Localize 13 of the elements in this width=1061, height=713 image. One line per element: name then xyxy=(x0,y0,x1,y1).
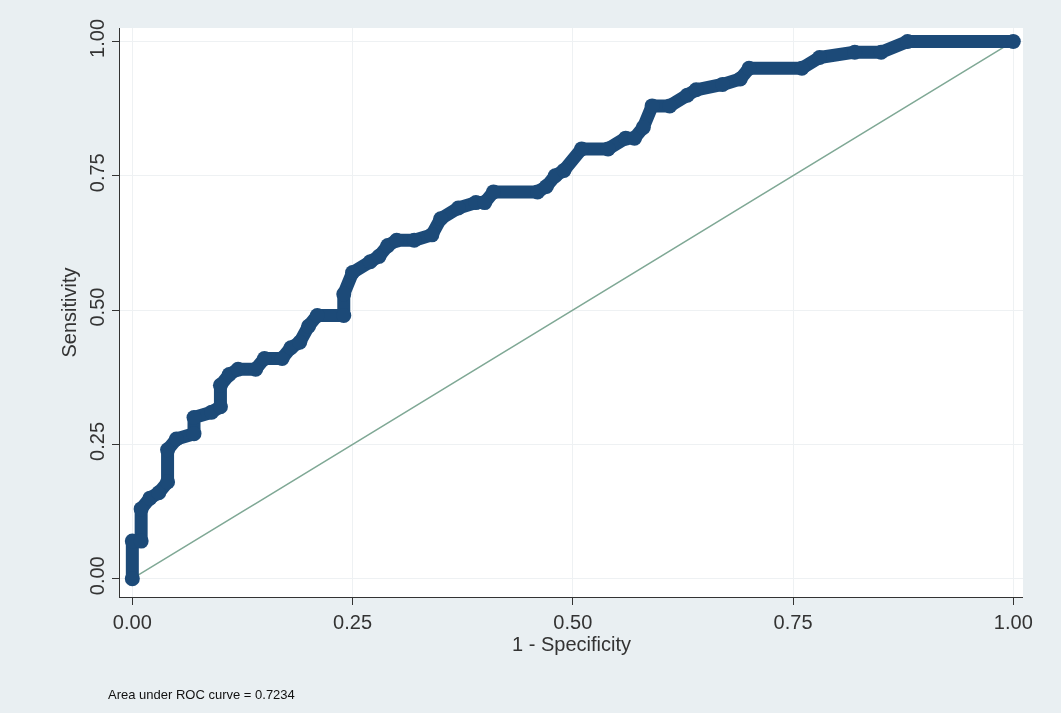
x-tick-label: 1.00 xyxy=(993,611,1033,633)
x-axis-title: 1 - Specificity xyxy=(512,633,631,655)
y-tick-label: 1.00 xyxy=(86,18,108,58)
x-tick-label: 0.25 xyxy=(333,611,373,633)
x-tick-label: 0.75 xyxy=(773,611,813,633)
y-tick-label: 0.00 xyxy=(86,556,108,596)
y-tick-label: 0.25 xyxy=(86,421,108,461)
x-tick-label: 0.00 xyxy=(112,611,152,633)
y-tick-label: 0.75 xyxy=(86,153,108,193)
x-tick-label: 0.50 xyxy=(553,611,593,633)
y-tick-label: 0.50 xyxy=(86,287,108,327)
text: Area under ROC curve = 0.7234 xyxy=(108,687,295,702)
y-axis-title: Sensitivity xyxy=(57,267,80,358)
